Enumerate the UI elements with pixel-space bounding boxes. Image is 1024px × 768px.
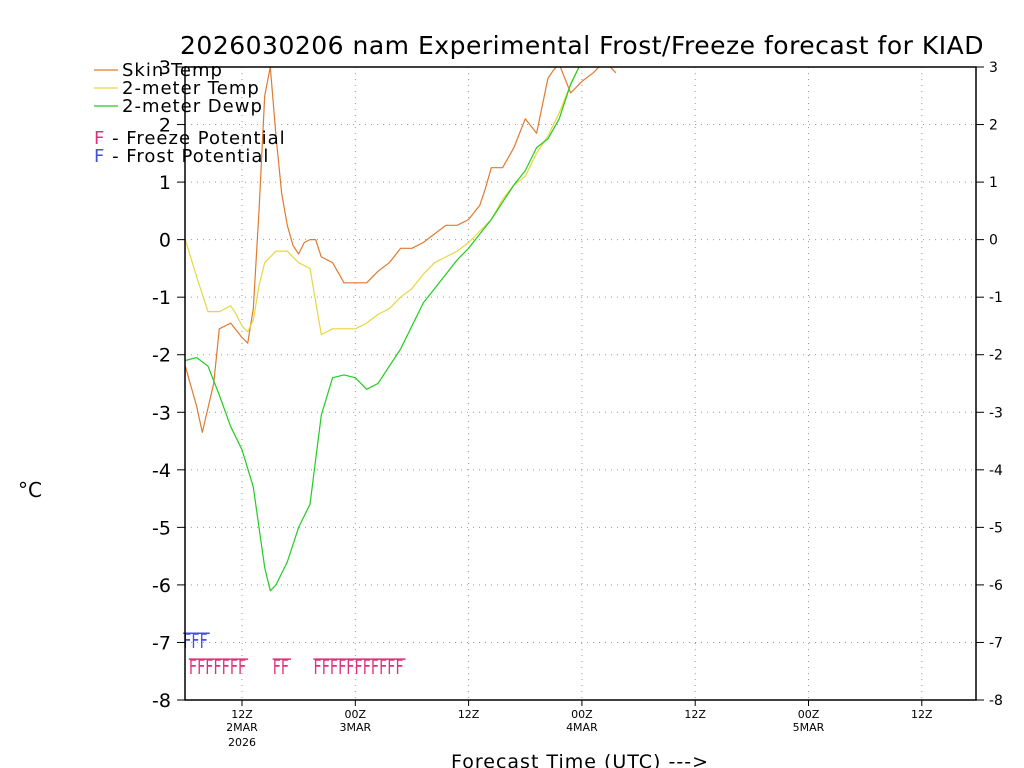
x-tick-label: 12Z <box>231 708 253 721</box>
annotation: F - Frost Potential <box>94 146 269 167</box>
y-tick-label-right: 3 <box>989 60 998 76</box>
y-tick-label: 0 <box>159 230 171 252</box>
annotation-text: - Frost Potential <box>105 146 269 167</box>
annotation-marker: F <box>94 146 105 167</box>
y-tick-label: -6 <box>152 575 171 597</box>
x-tick-label: 12Z <box>911 708 933 721</box>
legend-label: Skin Temp <box>122 60 223 81</box>
y-tick-label: -8 <box>152 690 171 712</box>
y-tick-label: -2 <box>152 345 171 367</box>
x-tick-year: 2026 <box>228 736 256 749</box>
frost-freeze-markers: FFFFFFFFFF FF FFFFFFFFFFF <box>183 629 406 679</box>
y-tick-label: 1 <box>159 172 171 194</box>
x-tick-label: 00Z <box>798 708 820 721</box>
x-tick-date: 2MAR <box>226 721 258 734</box>
x-tick-date: 3MAR <box>339 721 371 734</box>
series-line-skin-temp <box>185 67 617 433</box>
y-tick-label-right: 0 <box>989 233 998 249</box>
x-tick-date: 5MAR <box>793 721 825 734</box>
y-tick-label-right: -4 <box>989 463 1003 479</box>
y-axis-label: °C <box>18 478 42 502</box>
y-tick-label-right: 1 <box>989 175 998 191</box>
series-lines <box>185 67 617 592</box>
annotation-text: - Freeze Potential <box>105 128 285 149</box>
y-tick-label: -3 <box>152 402 171 424</box>
x-tick-label: 12Z <box>458 708 480 721</box>
y-tick-label-right: -7 <box>989 635 1003 651</box>
y-tick-label-right: -3 <box>989 405 1003 421</box>
legend-label: 2-meter Dewp <box>122 96 263 117</box>
y-tick-label-right: -2 <box>989 348 1003 364</box>
x-tick-label: 00Z <box>571 708 593 721</box>
y-tick-label: -5 <box>152 517 171 539</box>
annotation: F - Freeze Potential <box>94 128 286 149</box>
annotation-marker: F <box>94 128 105 149</box>
y-axis-right: -8 -7 -6 -5 -4 -3 -2 -1 0 1 2 3 <box>976 60 1003 709</box>
series-line-2-meter-dewp <box>185 67 580 592</box>
freeze-marker: FF <box>273 655 289 679</box>
y-tick-label: 3 <box>159 57 171 79</box>
plot-frame <box>184 66 977 701</box>
y-tick-label: -4 <box>152 460 171 482</box>
y-tick-label: 2 <box>159 115 171 137</box>
y-tick-label-right: 2 <box>989 118 998 134</box>
y-tick-label-right: -8 <box>989 693 1003 709</box>
x-tick-label: 00Z <box>345 708 367 721</box>
y-tick-label-right: -6 <box>989 578 1003 594</box>
grid-lines <box>185 67 976 700</box>
x-axis-label: Forecast Time (UTC) ---> <box>451 751 709 768</box>
legend-label: 2-meter Temp <box>122 78 260 99</box>
y-tick-label: -1 <box>152 287 171 309</box>
y-axis-left: -8 -7 -6 -5 -4 -3 -2 -1 0 1 2 3 <box>152 57 185 712</box>
y-tick-label: -7 <box>152 632 171 654</box>
y-tick-label-right: -5 <box>989 520 1003 536</box>
y-tick-label-right: -1 <box>989 290 1003 306</box>
chart-title: 2026030206 nam Experimental Frost/Freeze… <box>180 31 984 60</box>
x-tick-date: 4MAR <box>566 721 598 734</box>
x-tick-label: 12Z <box>684 708 706 721</box>
